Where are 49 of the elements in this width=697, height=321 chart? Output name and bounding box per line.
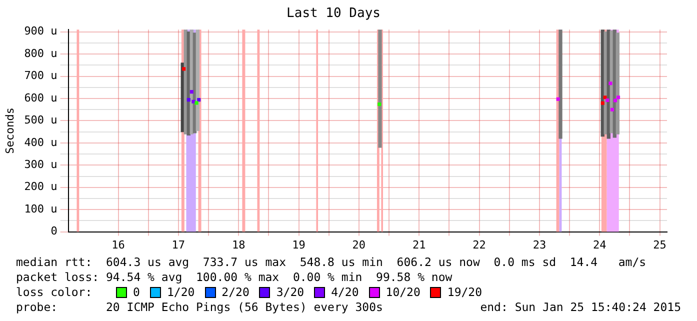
x-tick-label: 18 — [232, 238, 246, 252]
x-tick-label: 24 — [592, 238, 607, 252]
legend-label: 19/20 — [447, 285, 482, 300]
x-tick-label: 21 — [412, 238, 426, 252]
x-tick-label: 25 — [653, 238, 666, 252]
point — [613, 98, 618, 102]
y-tick-label: 600 u — [24, 91, 58, 104]
point — [608, 82, 612, 86]
text: packet loss: 94.54 % avg 100.00 % max 0.00 % min 99.58 % now — [16, 270, 454, 285]
y-tick-label: 200 u — [24, 180, 58, 194]
legend-label: 0 — [133, 285, 140, 300]
legend-title: loss color: — [16, 285, 94, 300]
x-tick-label: 20 — [352, 238, 366, 252]
point — [603, 96, 607, 100]
point — [616, 96, 620, 100]
point — [182, 67, 186, 71]
y-tick-label: 100 u — [24, 202, 58, 216]
y-tick-label: 500 u — [24, 114, 58, 127]
chart-title: Last 10 Days — [286, 6, 380, 22]
y-tick-label: 900 u — [24, 24, 58, 38]
y-tick-label: 700 u — [24, 69, 58, 82]
text: end: Sun Jan 25 15:40:24 2015 — [480, 300, 681, 315]
x-tick-label: 23 — [532, 238, 546, 252]
point — [194, 101, 198, 105]
y-tick-label: 400 u — [24, 136, 58, 149]
legend-label: 1/20 — [166, 285, 195, 300]
x-tick-label: 22 — [472, 238, 486, 252]
point — [186, 98, 190, 102]
point — [606, 98, 610, 102]
legend-label: 3/20 — [276, 285, 304, 300]
y-tick-label: 800 u — [24, 46, 58, 60]
x-tick-label: 19 — [292, 238, 306, 252]
legend-label: 10/20 — [386, 285, 420, 300]
point — [600, 101, 604, 105]
y-tick-label: 300 u — [24, 158, 58, 171]
point — [378, 102, 382, 106]
legend-label: 2/20 — [222, 285, 250, 300]
point — [610, 108, 614, 112]
bar — [616, 32, 620, 134]
y-axis-title: Seconds — [3, 108, 16, 154]
point — [190, 90, 194, 94]
x-tick-label: 16 — [112, 238, 125, 252]
y-tick-label: 0 — [50, 224, 58, 238]
x-tick-label: 17 — [172, 238, 186, 252]
text: probe: 20 ICMP Echo Pings (56 Bytes) every 300s — [16, 300, 383, 315]
point — [556, 97, 560, 101]
point — [197, 98, 201, 102]
text: median rtt: 604.3 us avg 733.7 us max 548.8 us min 606.2 us now 0.0 ms sd 14.4 am/s — [16, 255, 648, 270]
legend-label: 4/20 — [331, 285, 359, 300]
